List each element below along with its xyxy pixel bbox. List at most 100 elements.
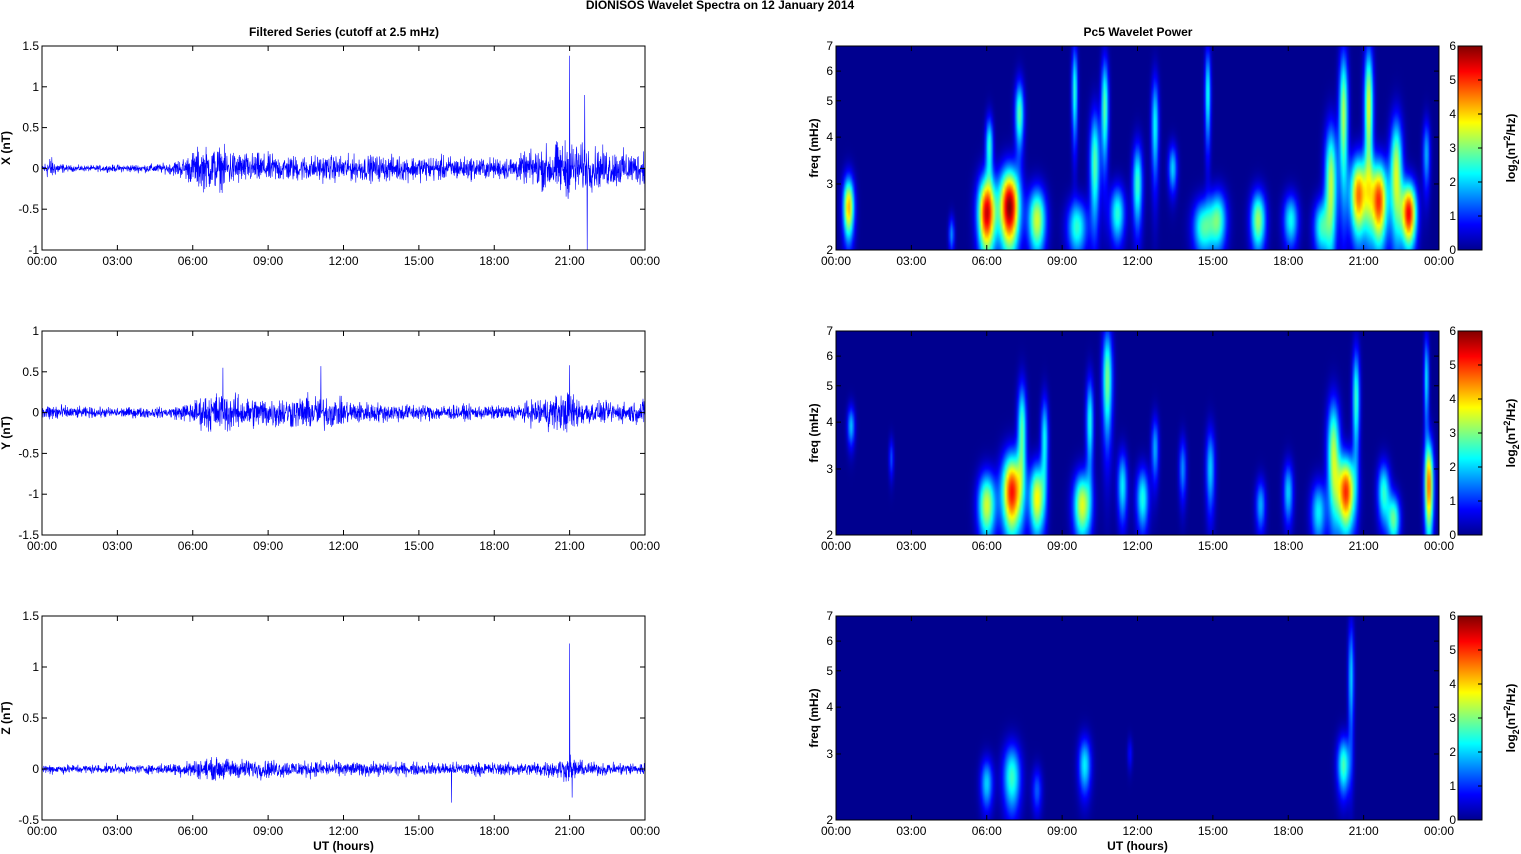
x-tick-label: 15:00 <box>404 254 434 268</box>
x-tick-label: 12:00 <box>1122 824 1152 838</box>
trace-line <box>42 643 645 803</box>
line-panel-y: -1.5 -1 -0.5 0 0.5 1 00:00 03:00 06:00 09:00 12:00… <box>0 324 660 553</box>
y-tick-label: 1.5 <box>22 39 39 53</box>
x-tick-label: 09:00 <box>253 824 283 838</box>
y-tick-label: 0 <box>32 762 39 776</box>
x-tick-label: 09:00 <box>253 539 283 553</box>
y-tick-label: 2 <box>826 243 833 257</box>
y-tick-label: -1 <box>28 487 39 501</box>
x-tick-label: 00:00 <box>27 824 57 838</box>
x-tick-label: 00:00 <box>1424 254 1454 268</box>
y-tick-label: 5 <box>826 94 833 108</box>
x-tick-label: 18:00 <box>1273 824 1303 838</box>
y-tick-label: -0.5 <box>18 446 39 460</box>
x-tick-label: 00:00 <box>821 254 851 268</box>
plot-frame <box>41 330 646 536</box>
colorbar: 0 1 2 3 4 5 6 log2(nT2/Hz) <box>1449 324 1521 542</box>
y-tick-label: 5 <box>826 379 833 393</box>
plot-frame <box>41 615 646 821</box>
y-tick-label: 4 <box>826 130 833 144</box>
y-tick-label: 1 <box>32 80 39 94</box>
trace-line <box>42 55 645 250</box>
x-tick-label: 21:00 <box>555 824 585 838</box>
x-tick-label: 21:00 <box>1349 254 1379 268</box>
y-axis-label: Y (nT) <box>0 416 13 450</box>
x-tick-label: 21:00 <box>555 539 585 553</box>
x-tick-label: 03:00 <box>102 539 132 553</box>
x-tick-label: 00:00 <box>27 254 57 268</box>
y-tick-label: -0.5 <box>18 202 39 216</box>
colorbar-label: log2(nT2/Hz) <box>1502 684 1521 753</box>
colorbar-tick-label: 6 <box>1449 609 1456 623</box>
panels: -1 -0.5 0 0.5 1 1.5 00:00 03:00 06:00 09:00 12:00 1… <box>0 39 1521 853</box>
x-tick-label: 03:00 <box>896 254 926 268</box>
heatmap-panel-5: 2 3 4 5 6 7 00:00 03:00 06:00 09:00 12:00 15:00 18:0… <box>807 609 1521 853</box>
colorbar-tick-label: 4 <box>1449 107 1456 121</box>
x-tick-label: 03:00 <box>102 254 132 268</box>
y-tick-label: 2 <box>826 813 833 827</box>
y-axis-label: freq (mHz) <box>807 403 821 462</box>
colorbar-tick-label: 4 <box>1449 677 1456 691</box>
colorbar-tick-label: 5 <box>1449 358 1456 372</box>
x-tick-label: 15:00 <box>1198 824 1228 838</box>
y-tick-label: 3 <box>826 177 833 191</box>
y-tick-label: 7 <box>826 324 833 338</box>
x-tick-label: 00:00 <box>821 539 851 553</box>
x-tick-label: 18:00 <box>1273 539 1303 553</box>
y-tick-label: 6 <box>826 64 833 78</box>
y-tick-label: 0.5 <box>22 365 39 379</box>
y-tick-label: 0 <box>32 161 39 175</box>
y-tick-label: 0 <box>32 406 39 420</box>
x-tick-label: 00:00 <box>1424 824 1454 838</box>
colorbar-tick-label: 1 <box>1449 209 1456 223</box>
x-tick-label: 18:00 <box>479 824 509 838</box>
x-tick-label: 15:00 <box>1198 539 1228 553</box>
x-tick-label: 06:00 <box>972 254 1002 268</box>
colorbar-tick-label: 0 <box>1449 243 1456 257</box>
x-tick-label: 09:00 <box>1047 539 1077 553</box>
colorbar-tick-label: 6 <box>1449 324 1456 338</box>
x-tick-label: 06:00 <box>178 539 208 553</box>
colorbar-tick-label: 5 <box>1449 73 1456 87</box>
x-tick-label: 15:00 <box>1198 254 1228 268</box>
y-tick-label: 3 <box>826 747 833 761</box>
trace-line <box>42 365 645 527</box>
x-tick-label: 00:00 <box>821 824 851 838</box>
y-axis-label: freq (mHz) <box>807 118 821 177</box>
x-tick-label: 18:00 <box>479 539 509 553</box>
wavelet-power-image <box>836 46 1439 250</box>
x-tick-label: 03:00 <box>896 824 926 838</box>
colorbar-tick-label: 4 <box>1449 392 1456 406</box>
colorbar-label: log2(nT2/Hz) <box>1502 399 1521 468</box>
heatmap-panel-1: 2 3 4 5 6 7 00:00 03:00 06:00 09:00 12:00 15:00 18:0… <box>807 39 1521 268</box>
x-tick-label: 00:00 <box>1424 539 1454 553</box>
x-tick-label: 09:00 <box>253 254 283 268</box>
y-axis-label: Z (nT) <box>0 701 13 734</box>
y-tick-label: -0.5 <box>18 813 39 827</box>
colorbar-tick-label: 2 <box>1449 460 1456 474</box>
x-tick-label: 00:00 <box>27 539 57 553</box>
x-axis-label: UT (hours) <box>1107 839 1168 853</box>
colorbar: 0 1 2 3 4 5 6 log2(nT2/Hz) <box>1449 609 1521 827</box>
x-tick-label: 12:00 <box>328 539 358 553</box>
plot-frame <box>41 45 646 251</box>
y-tick-label: 0.5 <box>22 121 39 135</box>
y-tick-label: 6 <box>826 634 833 648</box>
x-tick-label: 06:00 <box>178 254 208 268</box>
line-panel-x: -1 -0.5 0 0.5 1 1.5 00:00 03:00 06:00 09:00 12:00 1… <box>0 39 660 268</box>
y-tick-label: 7 <box>826 39 833 53</box>
colorbar: 0 1 2 3 4 5 6 log2(nT2/Hz) <box>1449 39 1521 257</box>
y-axis-label: freq (mHz) <box>807 688 821 747</box>
colorbar-label: log2(nT2/Hz) <box>1502 114 1521 183</box>
wavelet-power-image <box>836 331 1439 535</box>
y-tick-label: 1 <box>32 324 39 338</box>
y-tick-label: 7 <box>826 609 833 623</box>
x-axis-label: UT (hours) <box>313 839 374 853</box>
x-tick-label: 12:00 <box>328 824 358 838</box>
colorbar-tick-label: 0 <box>1449 813 1456 827</box>
x-tick-label: 18:00 <box>479 254 509 268</box>
right-column-title: Pc5 Wavelet Power <box>1084 25 1193 39</box>
colorbar-tick-label: 1 <box>1449 494 1456 508</box>
x-tick-label: 06:00 <box>972 539 1002 553</box>
colorbar-tick-label: 0 <box>1449 528 1456 542</box>
